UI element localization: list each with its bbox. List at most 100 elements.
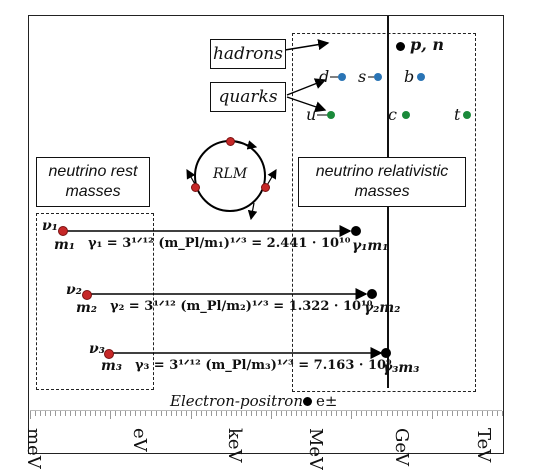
axis-tick [245,411,247,416]
axis-tick [75,411,77,416]
axis-tick [135,411,137,416]
axis-tick [276,411,278,416]
axis-tick [326,411,328,416]
axis-tick [396,411,398,416]
axis-tick [311,411,313,416]
nu1-dot [58,226,68,236]
gamma1-dot [351,226,361,236]
axis-tick [220,411,222,416]
axis-tick [250,411,252,416]
axis-tick [30,411,31,419]
gamma2-dot [367,289,377,299]
gamma3-formula: γ₃ = 3¹ᐟ¹² (m_Pl/m₃)¹ᐟ³ = 7.163 · 10⁹ [135,358,392,373]
relativistic-masses-label: neutrino relativistic masses [315,163,449,200]
axis-tick [50,411,52,416]
electron-symbol: e± [316,392,338,410]
axis-tick [200,411,202,416]
axis-tick [125,411,127,416]
down-quark-label: d [319,67,330,86]
axis-tick [35,411,37,416]
axis-tick [190,411,192,419]
rest-masses-label: neutrino rest masses [48,163,138,200]
axis-tick [301,411,303,416]
top-quark-dot [463,111,471,119]
axis-tick [381,411,383,416]
axis-tick [215,411,217,416]
axis-unit-mev: MeV [305,428,326,470]
axis-unit-ev: eV [129,428,150,452]
axis-tick [286,411,288,416]
up-quark-label: u [306,105,317,124]
axis-tick [361,411,363,416]
axis-tick [80,411,82,416]
axis-tick [255,411,257,416]
axis-tick [436,411,438,416]
axis-tick [451,411,453,416]
axis-tick [411,411,413,416]
axis-tick [170,411,172,416]
strange-quark-dot [374,73,382,81]
axis-tick [386,411,388,416]
axis-tick [185,411,187,416]
axis-tick [100,411,102,416]
axis-tick [225,411,227,416]
strange-quark-label: s [358,67,367,86]
axis-tick [260,411,262,416]
axis-tick [306,411,308,416]
axis-tick [491,411,493,416]
axis-tick [401,411,403,416]
axis-tick [130,411,132,416]
rest-mass-region [36,213,154,390]
rlm-dot-left [191,183,200,192]
axis-tick [331,411,333,416]
axis-tick [165,411,167,416]
axis-tick [321,411,323,416]
axis-tick [446,411,448,416]
axis-tick [150,411,152,416]
axis-tick [175,411,177,416]
hadrons-box: hadrons [210,39,286,69]
axis-tick [160,411,162,416]
nu3-label: ν₃ [89,341,105,357]
quarks-label: quarks [218,87,278,107]
axis-tick [180,411,182,416]
axis-tick [120,411,122,416]
gamma2-formula: γ₂ = 3¹ᐟ¹² (m_Pl/m₂)¹ᐟ³ = 1.322 · 10¹⁰ [110,299,373,314]
axis-tick [70,411,72,416]
m1-label: m₁ [54,237,75,253]
m3-label: m₃ [101,358,122,374]
gamma1-formula: γ₁ = 3¹ᐟ¹² (m_Pl/m₁)¹ᐟ³ = 2.441 · 10¹⁰ [88,236,351,251]
axis-tick [341,411,343,416]
axis-tick [391,411,393,416]
axis-tick [336,411,338,416]
energy-axis-ticks [30,410,503,419]
axis-tick [266,411,267,416]
axis-tick [145,411,147,416]
rlm-arrow-bottom [247,202,258,221]
axis-tick [296,411,298,416]
relativistic-masses-box: neutrino relativistic masses [298,157,466,207]
axis-tick [502,411,503,416]
rlm-dot-right [261,183,270,192]
quarks-box: quarks [210,82,286,112]
axis-tick [140,411,142,416]
axis-tick [95,411,97,416]
proton-neutron-label: p, n [410,35,444,54]
axis-tick [90,411,92,416]
axis-tick [406,411,408,416]
axis-unit-kev: keV [224,428,245,463]
electron-dot [303,397,312,406]
bottom-quark-label: b [404,67,415,86]
nu3-dot [104,349,114,359]
axis-tick [210,411,212,416]
axis-tick [496,411,498,416]
axis-tick [486,411,488,416]
axis-tick [466,411,468,416]
axis-unit-tev: TeV [473,428,494,463]
axis-tick [481,411,483,416]
rlm-arrow-top [231,140,258,150]
axis-tick [60,411,62,416]
axis-tick [110,411,112,419]
axis-tick [376,411,378,416]
